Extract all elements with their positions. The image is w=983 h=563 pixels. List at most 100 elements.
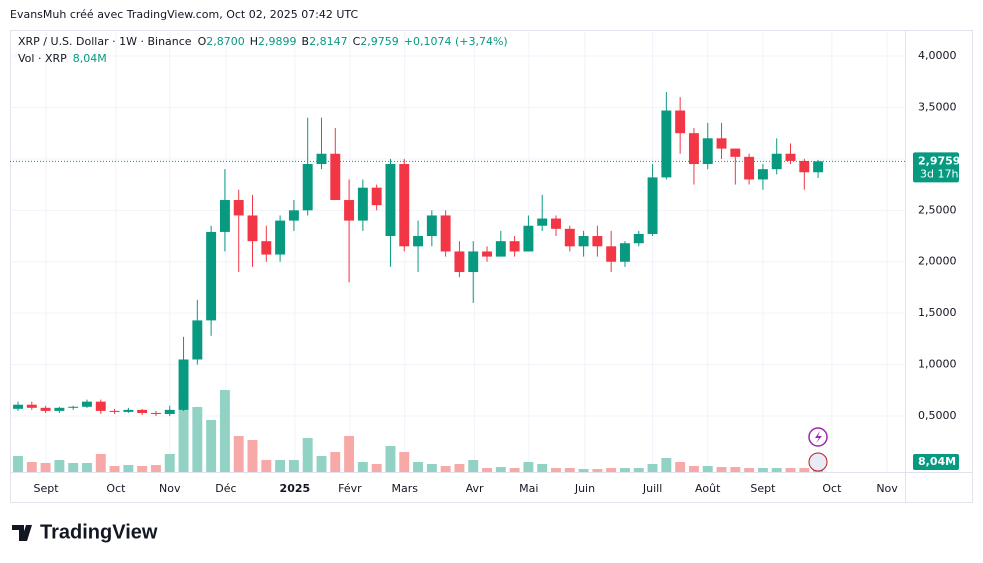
volume-bar (316, 456, 327, 472)
candle-body (509, 241, 520, 252)
volume-legend-title: Vol · XRP (18, 52, 67, 65)
candle-body (647, 177, 658, 234)
volume-badge-label: 8,04M (918, 455, 956, 468)
x-tick-label: Oct (822, 482, 842, 495)
y-tick-label: 2,5000 (918, 203, 957, 216)
candle-body (716, 138, 727, 149)
candle-body (633, 233, 644, 244)
volume-bar (675, 462, 686, 472)
candle-body (13, 404, 23, 409)
volume-bar (357, 462, 368, 472)
volume-bar (261, 460, 272, 472)
candle-body (54, 407, 65, 411)
volume-bar (192, 407, 203, 472)
candle-body (371, 187, 382, 206)
volume-bar (578, 469, 589, 472)
volume-bar (40, 463, 51, 472)
candle-body (330, 153, 341, 201)
volume-bar (716, 467, 727, 472)
candle-body (495, 241, 506, 257)
candle-body (95, 401, 106, 411)
volume-bar (109, 466, 120, 472)
attribution: EvansMuh créé avec TradingView.com, Oct … (10, 8, 359, 21)
legend-key: B (302, 35, 310, 48)
volume-bar (702, 466, 713, 472)
volume-bar (95, 454, 106, 472)
volume-bar (647, 464, 658, 472)
y-tick-label: 3,5000 (918, 100, 957, 113)
volume-bar (523, 462, 534, 472)
volume-bar (551, 468, 561, 472)
candle-body (730, 148, 741, 157)
y-tick-label: 4,0000 (918, 49, 957, 62)
candle-body (385, 164, 396, 237)
volume-bar (275, 460, 286, 472)
x-tick-label: Avr (466, 482, 484, 495)
volume-bar (164, 454, 175, 472)
y-tick-label: 1,5000 (918, 306, 957, 319)
volume-bar (620, 468, 630, 472)
candle-body (247, 215, 258, 242)
candle-body (564, 228, 575, 247)
volume-bar (399, 452, 410, 472)
volume-bar (537, 464, 548, 472)
x-tick-label: Mars (392, 482, 419, 495)
volume-bar (26, 462, 37, 472)
volume-bar (54, 460, 65, 472)
last-price-label: 2,9759 (918, 154, 960, 167)
legend: XRP / U.S. Dollar · 1W · Binance O 2,8700 H… (18, 35, 508, 65)
x-tick-label: Déc (215, 482, 236, 495)
y-tick-label: 0,5000 (918, 409, 957, 422)
volume (13, 390, 824, 472)
volume-bar (247, 440, 258, 472)
volume-bar (661, 458, 672, 472)
legend-title: XRP / U.S. Dollar · 1W · Binance (18, 35, 192, 48)
volume-bar (137, 466, 148, 472)
volume-bar (413, 462, 424, 472)
x-tick-label: Juin (574, 482, 595, 495)
volume-bar (495, 467, 506, 472)
grid (10, 30, 905, 472)
volume-bar (123, 465, 134, 472)
candles (13, 92, 824, 417)
volume-bar (771, 468, 782, 472)
x-tick-label: Oct (106, 482, 126, 495)
legend-key: C (353, 35, 361, 48)
logo: TradingView (12, 521, 158, 543)
candle-body (813, 161, 824, 173)
candle-body (620, 243, 630, 262)
candle-body (109, 410, 120, 412)
candle-body (592, 236, 603, 247)
legend-value: 2,8700 (206, 35, 245, 48)
volume-bar (82, 463, 92, 472)
candle-body (82, 401, 92, 407)
candle-body (675, 110, 686, 134)
candle-body (606, 246, 617, 262)
volume-bar (633, 468, 644, 472)
candle-body (192, 320, 203, 360)
flag-icon[interactable] (808, 452, 828, 472)
candle-body (123, 409, 134, 412)
volume-bar (454, 464, 465, 472)
candle-body (468, 251, 479, 273)
volume-bar (468, 460, 479, 472)
candle-body (785, 153, 796, 161)
candle-body (219, 200, 230, 232)
volume-bar (592, 469, 603, 472)
volume-bar (13, 456, 23, 472)
x-tick-label: 2025 (280, 482, 311, 495)
volume-bar (509, 468, 520, 472)
candle-body (316, 153, 327, 165)
candle-body (454, 251, 465, 273)
legend-change: +0,1074 (+3,74%) (404, 35, 508, 48)
candle-body (537, 218, 548, 226)
volume-bar (302, 438, 313, 472)
volume-bar (219, 390, 230, 472)
candle-body (275, 220, 286, 255)
candle-body (482, 251, 492, 257)
candle-body (357, 187, 368, 221)
volume-bar (178, 392, 189, 472)
legend-key: O (198, 35, 207, 48)
volume-bar (730, 467, 741, 472)
